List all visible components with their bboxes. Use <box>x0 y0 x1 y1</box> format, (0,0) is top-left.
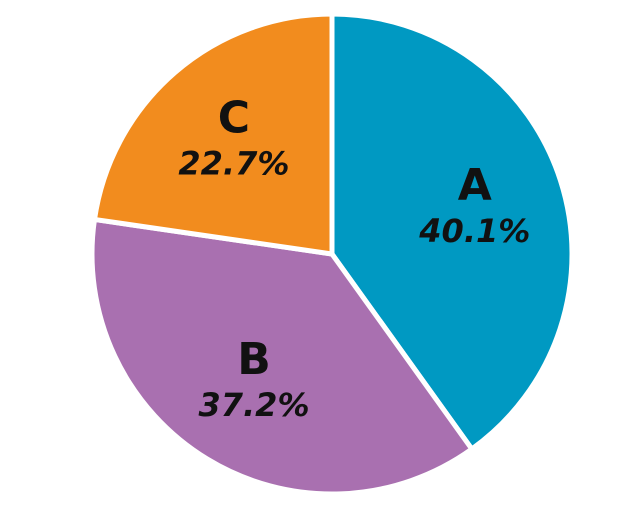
slice-category-label: C <box>218 93 250 144</box>
pie-slice-b <box>89 216 475 497</box>
pie-slice-a <box>329 11 575 452</box>
slice-percent-label: 40.1% <box>418 212 530 250</box>
slice-category-label: B <box>237 334 271 385</box>
slice-percent-label: 37.2% <box>198 386 309 424</box>
pie-slices <box>89 11 575 497</box>
slice-category-label: A <box>458 160 492 211</box>
slice-percent-label: 22.7% <box>178 145 289 183</box>
pie-labels: A40.1% B37.2% C22.7% <box>178 93 530 425</box>
pie-slice-c <box>92 11 335 257</box>
